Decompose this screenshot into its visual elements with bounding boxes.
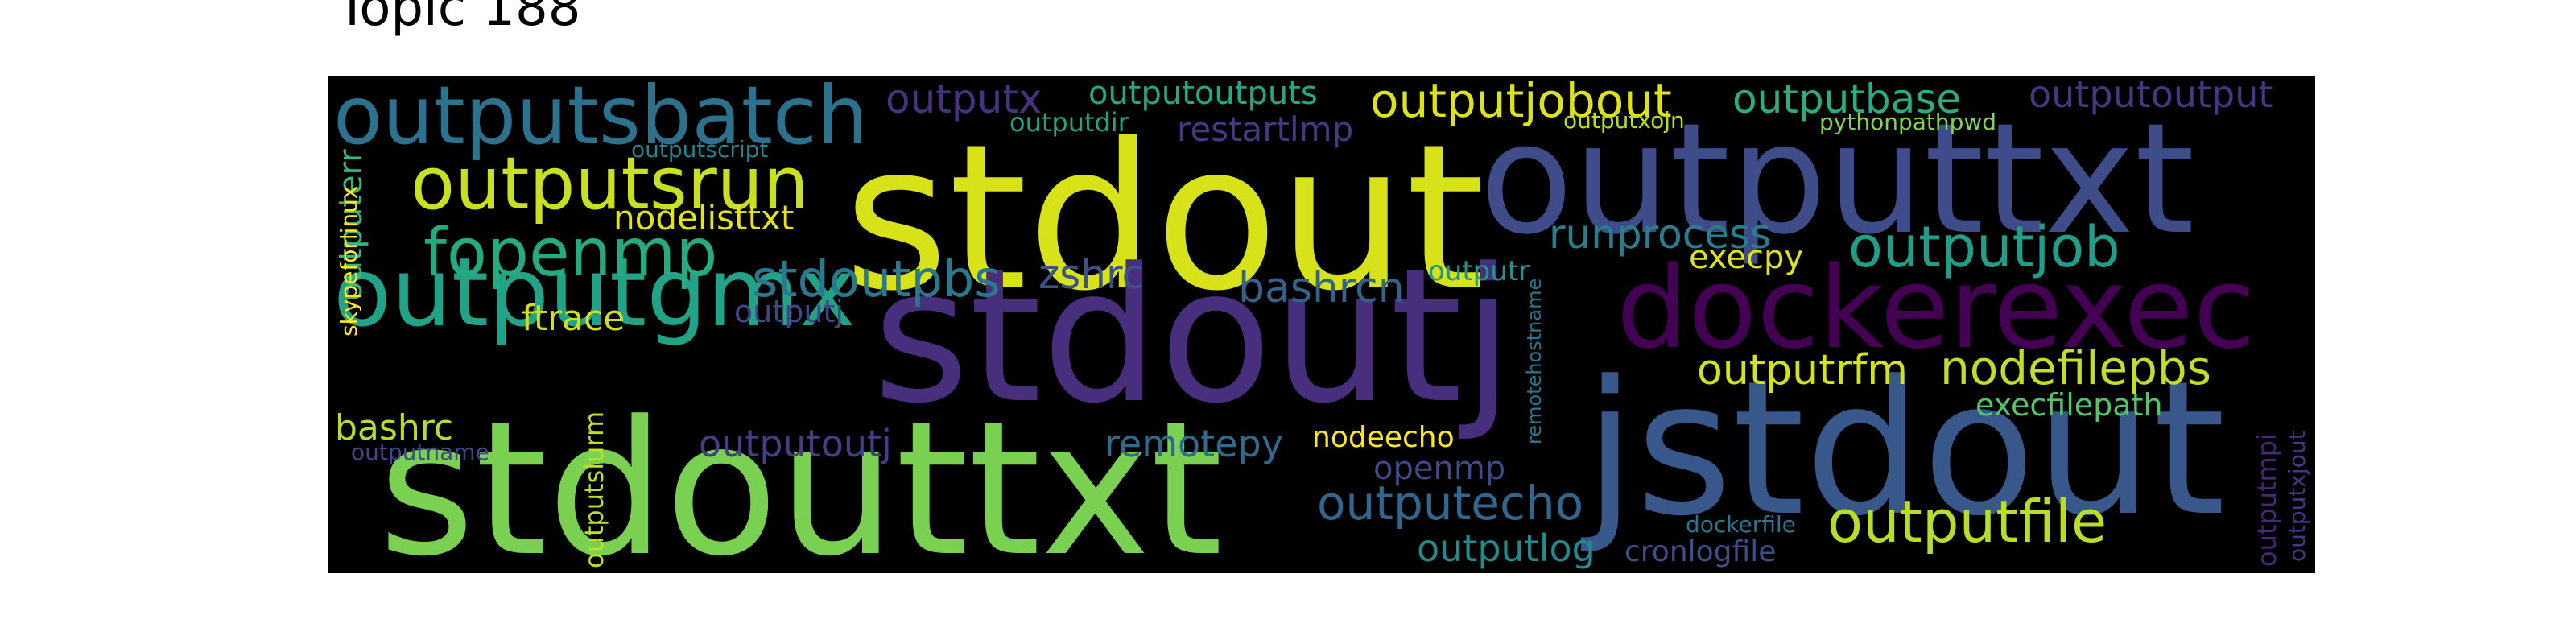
- word-outputfile: outputfile: [1827, 488, 2107, 555]
- word-jstdout: jstdout: [1584, 342, 2226, 557]
- word-remotehostname: remotehostname: [1523, 278, 1546, 444]
- word-outputrfm: outputrfm: [1697, 346, 1908, 394]
- word-execfilepath: execfilepath: [1975, 387, 2163, 423]
- word-dockerexec: dockerexec: [1616, 243, 2256, 374]
- word-nodeecho: nodeecho: [1312, 421, 1455, 454]
- word-outputtxt: outputtxt: [1480, 90, 2195, 268]
- word-outputbase: outputbase: [1732, 76, 1962, 122]
- word-restartlmp: restartlmp: [1177, 109, 1354, 149]
- word-skypeforlinux: skypeforlinux: [336, 185, 362, 337]
- word-outputx: outputx: [886, 76, 1042, 122]
- word-remotepy: remotepy: [1104, 422, 1283, 465]
- word-fopenmp: fopenmp: [423, 215, 718, 291]
- word-outputslurm: outputslurm: [579, 411, 609, 568]
- word-stdouttxt: stdouttxt: [378, 382, 1224, 574]
- word-bashrc: bashrc: [335, 407, 454, 448]
- word-zshrc: zshrc: [1038, 251, 1144, 298]
- word-stdoutpbs: stdoutpbs: [752, 250, 1001, 308]
- word-outputr: outputr: [1428, 255, 1530, 287]
- word-cronlogfile: cronlogfile: [1624, 535, 1777, 568]
- word-openmp: openmp: [1373, 450, 1506, 487]
- word-outputmpi: outputmpi: [2252, 433, 2282, 567]
- word-outputxjout: outputxjout: [2284, 431, 2310, 562]
- word-nodelisttxt: nodelisttxt: [613, 198, 795, 237]
- word-stdoutj: stdoutj: [873, 229, 1514, 444]
- word-cloud: stdout outputtxt stdoutj dockerexec jstdout s…: [328, 76, 2315, 573]
- word-outputoutput: outputoutput: [2029, 76, 2273, 116]
- word-execpy: execpy: [1689, 239, 1804, 276]
- word-outputxojn: outputxojn: [1563, 107, 1685, 134]
- word-outputsbatch: outputsbatch: [333, 76, 869, 163]
- word-outputdir: outputdir: [1009, 107, 1129, 138]
- word-stdout: stdout: [844, 101, 1485, 335]
- word-outputjob: outputjob: [1848, 214, 2120, 280]
- word-outputsrun: outputsrun: [411, 142, 809, 226]
- word-outputj: outputj: [734, 294, 844, 329]
- word-outputjobout: outputjobout: [1370, 76, 1672, 128]
- word-nodefilepbs: nodefilepbs: [1940, 341, 2211, 395]
- word-pythonpathpwd: pythonpathpwd: [1819, 109, 1997, 135]
- word-outputecho: outputecho: [1317, 476, 1584, 530]
- word-runprocess: runprocess: [1549, 211, 1772, 258]
- word-outputlog: outputlog: [1417, 526, 1596, 570]
- word-outputscript: outputscript: [631, 136, 769, 163]
- word-bashrcn: bashrcn: [1238, 264, 1405, 312]
- word-outputoutj: outputoutj: [699, 422, 892, 465]
- figure-title: Topic 188: [336, 0, 581, 38]
- word-ftrace: ftrace: [522, 298, 625, 339]
- word-outputoutputs: outputoutputs: [1088, 76, 1318, 112]
- word-dockerfile: dockerfile: [1686, 511, 1796, 538]
- word-outputgmx: outputgmx: [333, 237, 856, 348]
- word-outputname: outputname: [351, 439, 489, 465]
